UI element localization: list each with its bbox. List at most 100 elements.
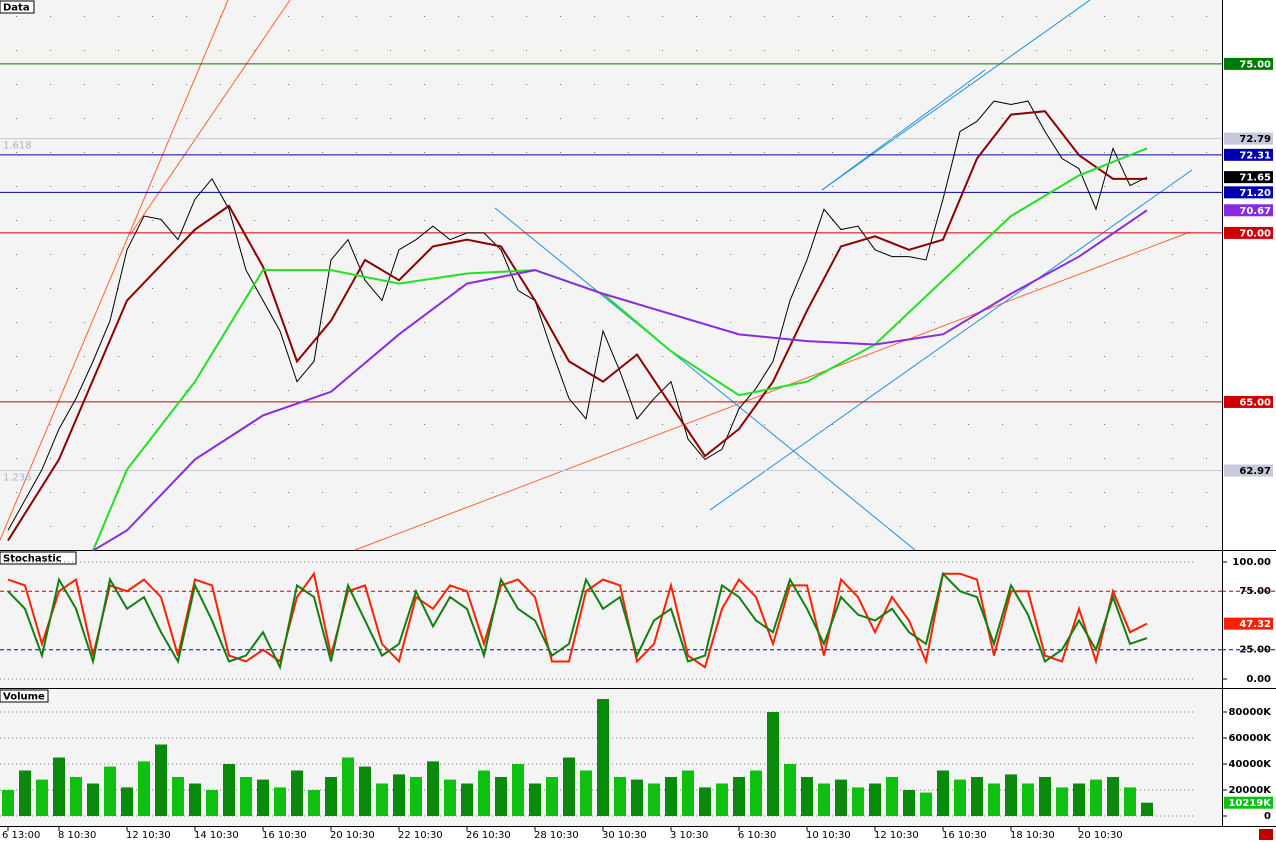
volume-bar: [648, 783, 660, 817]
panel-title: Volume: [3, 692, 45, 703]
volume-bar: [257, 779, 269, 817]
x-tick-label: 6 10:30: [738, 830, 776, 841]
volume-bar: [359, 766, 371, 817]
trend-line: [129, 0, 291, 236]
volume-bar: [427, 761, 439, 817]
series-line: [7, 571, 1148, 671]
price-grid: [0, 0, 1222, 550]
x-tick-label: 12 10:30: [126, 830, 171, 841]
level-label-box: [1224, 186, 1273, 199]
corner-button[interactable]: [1259, 829, 1273, 840]
x-tick-label: 16 10:30: [942, 830, 987, 841]
annotation: 1.236: [3, 473, 32, 484]
volume-bar: [869, 783, 881, 817]
level-label-box: [1224, 57, 1273, 70]
volume-bar: [1073, 783, 1085, 817]
last-value: 47.32: [1239, 619, 1271, 630]
level-label: 72.79: [1239, 134, 1271, 145]
y-tick-label: 0: [1264, 811, 1271, 822]
x-tick-label: 6 13:00: [2, 830, 40, 841]
y-tick-label: 20000K: [1228, 785, 1272, 796]
panel-title: Data: [3, 3, 30, 14]
x-tick-label: 10 10:30: [806, 830, 851, 841]
volume-bar: [818, 783, 830, 817]
volume-bar: [138, 761, 150, 817]
x-tick-label: 8 10:30: [58, 830, 96, 841]
level-label-box: [1224, 464, 1273, 477]
volume-bar: [223, 764, 235, 817]
volume-bar: [104, 766, 116, 817]
volume-bar: [597, 698, 609, 817]
last-value-box: [1224, 204, 1273, 217]
level-label-box: [1224, 148, 1273, 161]
stochastic-panel: [0, 551, 1222, 688]
volume-bar: [410, 777, 422, 817]
volume-bar: [274, 787, 286, 817]
volume-bar: [852, 787, 864, 817]
volume-bar: [971, 777, 983, 817]
volume-bar: [767, 711, 779, 817]
volume-bar: [393, 774, 405, 817]
volume-bar: [172, 777, 184, 817]
volume-bar: [342, 757, 354, 817]
volume-bar: [733, 777, 745, 817]
level-label: 25.00: [1239, 645, 1271, 656]
volume-bar: [580, 770, 592, 817]
volume-bar: [291, 770, 303, 817]
volume-bar: [376, 783, 388, 817]
trend-line: [494, 207, 916, 551]
volume-bar: [665, 777, 677, 817]
volume-panel: [0, 689, 1222, 826]
x-tick-label: 20 10:30: [1078, 830, 1123, 841]
last-value-box: [1224, 617, 1273, 630]
volume-bar: [478, 770, 490, 817]
series-line: [7, 571, 1148, 669]
value-label-box: [1224, 796, 1273, 809]
volume-bar: [937, 770, 949, 817]
trend-line: [709, 169, 1193, 511]
volume-bar: [835, 779, 847, 817]
volume-bar: [1107, 777, 1119, 817]
volume-bar: [886, 777, 898, 817]
x-tick-label: 14 10:30: [194, 830, 239, 841]
volume-bar: [784, 764, 796, 817]
volume-bar: [444, 779, 456, 817]
x-tick-label: 3 10:30: [670, 830, 708, 841]
volume-bar: [954, 779, 966, 817]
level-label: 71.20: [1239, 188, 1271, 199]
volume-bar: [53, 757, 65, 817]
last-value: 71.65: [1239, 173, 1271, 184]
volume-bar: [801, 777, 813, 817]
volume-bar: [750, 770, 762, 817]
x-tick-label: 26 10:30: [466, 830, 511, 841]
volume-bar: [461, 783, 473, 817]
volume-bar: [614, 777, 626, 817]
volume-bar: [631, 779, 643, 817]
volume-bar: [699, 787, 711, 817]
level-label: 62.97: [1239, 466, 1271, 477]
volume-bar: [325, 777, 337, 817]
trend-line: [821, 69, 986, 191]
last-value: 70.67: [1239, 206, 1271, 217]
panel-title: Stochastic: [3, 554, 62, 565]
trend-line: [0, 0, 229, 541]
volume-bar: [1056, 787, 1068, 817]
series-line: [7, 100, 1148, 531]
series-line: [92, 209, 1148, 552]
x-tick-label: 16 10:30: [262, 830, 307, 841]
panel-title-box: [0, 689, 49, 703]
volume-bar: [36, 779, 48, 817]
x-tick-label: 18 10:30: [1010, 830, 1055, 841]
series-line: [7, 110, 1147, 542]
level-label: 65.00: [1239, 397, 1271, 408]
volume-bar: [1090, 779, 1102, 817]
volume-bar: [240, 777, 252, 817]
x-tick-label: 28 10:30: [534, 830, 579, 841]
value-label: 10219K: [1228, 798, 1272, 809]
volume-bar: [682, 770, 694, 817]
volume-bar: [1005, 774, 1017, 817]
annotation: 1.618: [3, 141, 32, 152]
volume-bar: [529, 783, 541, 817]
volume-bar: [308, 790, 320, 817]
